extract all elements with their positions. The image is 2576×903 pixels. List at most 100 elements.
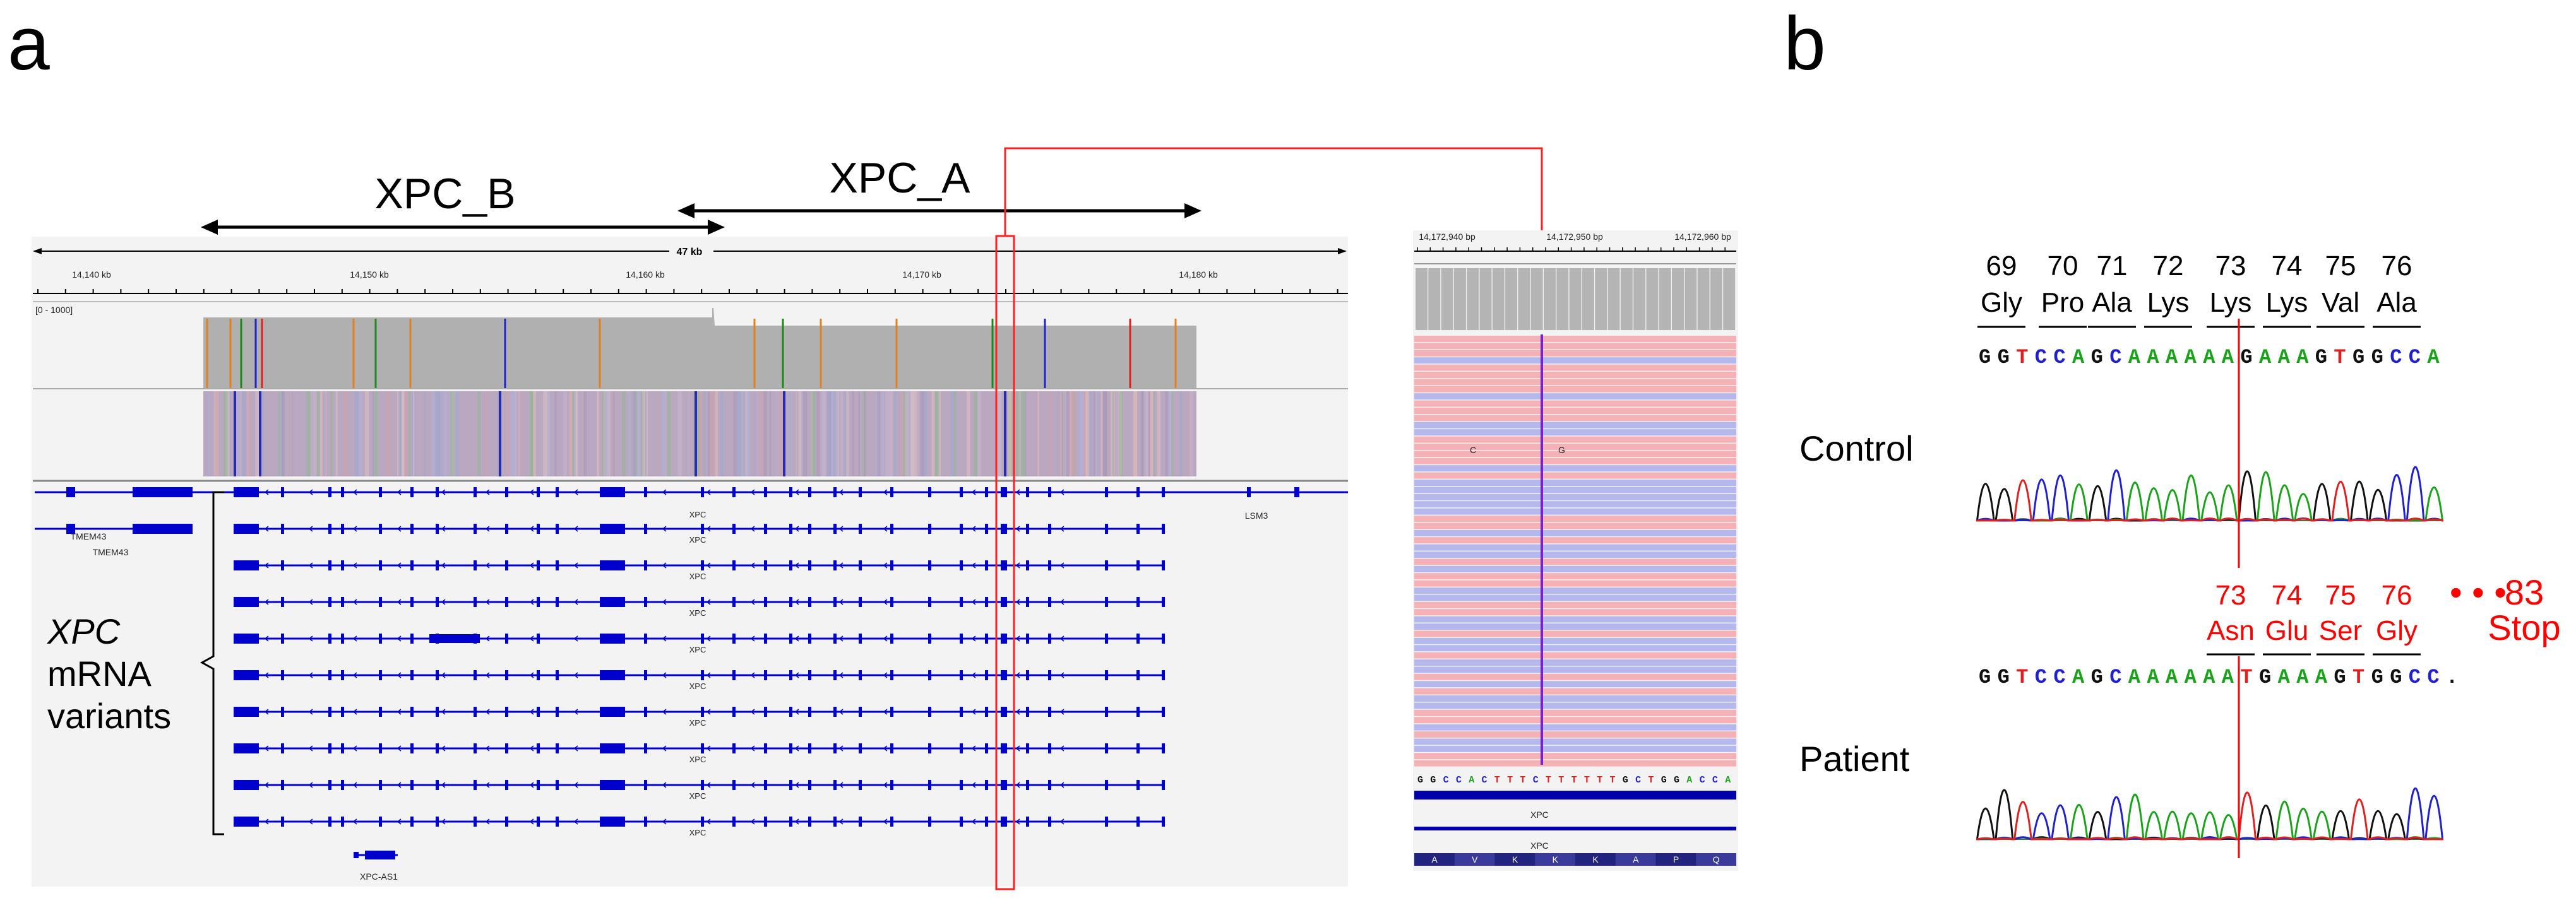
mutant-codon-number: 74 (2272, 580, 2303, 611)
strand-arrow (485, 782, 490, 788)
exon (859, 524, 862, 534)
strand-arrow (397, 489, 402, 495)
pileup-variant-column (499, 391, 501, 476)
exon (1001, 597, 1007, 607)
strand-arrow (441, 599, 446, 605)
gene-tracks: XPC XPC XPC XPC XPC XPC XPC XPC XPC XPC (35, 487, 1348, 837)
pileup-stripe (1008, 391, 1012, 476)
exon (505, 597, 508, 607)
strand-arrow (1015, 526, 1020, 532)
exon (701, 524, 704, 534)
strand-arrow (794, 489, 799, 495)
exon (505, 780, 508, 790)
exon (985, 780, 988, 790)
base-call: G (2091, 666, 2103, 689)
exon (789, 560, 792, 570)
exon (960, 670, 963, 680)
strand-arrow (794, 599, 799, 605)
aa-letter: K (1512, 854, 1518, 865)
read-row (1414, 493, 1736, 500)
xpc-label: XPC (689, 645, 707, 654)
base-call: C (2409, 666, 2421, 689)
exon (833, 487, 837, 497)
base-call: G (1998, 666, 2010, 689)
strand-arrow (441, 562, 446, 569)
trace-T (1976, 791, 2443, 841)
pileup-stripe (1167, 391, 1172, 476)
exon (379, 670, 382, 680)
exon (281, 597, 284, 607)
exon (644, 524, 647, 534)
pileup-stripe (1140, 391, 1144, 476)
base-call: A (2147, 346, 2159, 369)
exon (474, 707, 477, 717)
pileup-stripe (477, 391, 480, 476)
pileup-stripe (205, 391, 209, 476)
exon (328, 597, 331, 607)
pileup-stripe (320, 391, 323, 476)
exon (789, 780, 792, 790)
exon (960, 560, 963, 570)
strand-arrow (441, 489, 446, 495)
pileup-stripe (740, 391, 744, 476)
exon (1136, 743, 1140, 753)
exon (410, 597, 414, 607)
exon (1136, 707, 1140, 717)
ref-base: A (1686, 775, 1692, 786)
exon (379, 707, 382, 717)
exon (1026, 597, 1029, 607)
base-call: A (2185, 346, 2197, 369)
exon (808, 707, 811, 717)
coverage-bar (1710, 268, 1722, 330)
base-call: A (2128, 666, 2141, 689)
coverage-track (203, 308, 1196, 389)
strand-arrow (838, 489, 844, 495)
exon (1294, 487, 1299, 497)
pileup-stripe (858, 391, 860, 476)
pileup-stripe (1148, 391, 1150, 476)
strand-arrow (485, 635, 490, 642)
pileup-stripe (688, 391, 690, 476)
strand-arrow (573, 782, 578, 788)
read-row (1414, 529, 1736, 536)
variants-bracket (200, 491, 224, 835)
ellipsis-dots: • • • (2450, 572, 2507, 612)
exon (701, 743, 704, 753)
exon (890, 597, 893, 607)
strand-arrow (1015, 672, 1020, 678)
strand-arrow (750, 672, 755, 678)
pileup-stripe (998, 391, 1002, 476)
exon (281, 780, 284, 790)
exon (808, 597, 811, 607)
pileup-stripe (631, 391, 634, 476)
coverage-bar (1633, 268, 1646, 330)
strand-arrow (1059, 599, 1064, 605)
strand-arrow (794, 672, 799, 678)
mutant-codon-aa: Ser (2319, 615, 2362, 646)
strand-arrow (617, 818, 623, 825)
exon (1105, 524, 1108, 534)
exon (985, 597, 988, 607)
xpc-label: XPC (689, 682, 707, 691)
exon (133, 524, 193, 534)
pileup-stripe (1082, 391, 1086, 476)
coverage-range: [0 - 1000] (35, 305, 73, 315)
exon (537, 817, 540, 827)
strand-arrow (706, 562, 711, 569)
strand-arrow (617, 562, 623, 569)
exon (985, 670, 988, 680)
ref-base: C (1443, 775, 1449, 786)
strand-arrow (971, 672, 976, 678)
pileup-stripe (1058, 391, 1063, 476)
pileup-stripe (934, 391, 939, 476)
coverage-bar (1646, 268, 1659, 330)
pileup-stripe (1016, 391, 1020, 476)
exon (732, 707, 736, 717)
pileup-stripe (1037, 391, 1039, 476)
strand-arrow (750, 599, 755, 605)
strand-arrow (617, 489, 623, 495)
exon (474, 560, 477, 570)
strand-arrow (750, 635, 755, 642)
exon (436, 743, 439, 753)
strand-arrow (1059, 709, 1064, 715)
